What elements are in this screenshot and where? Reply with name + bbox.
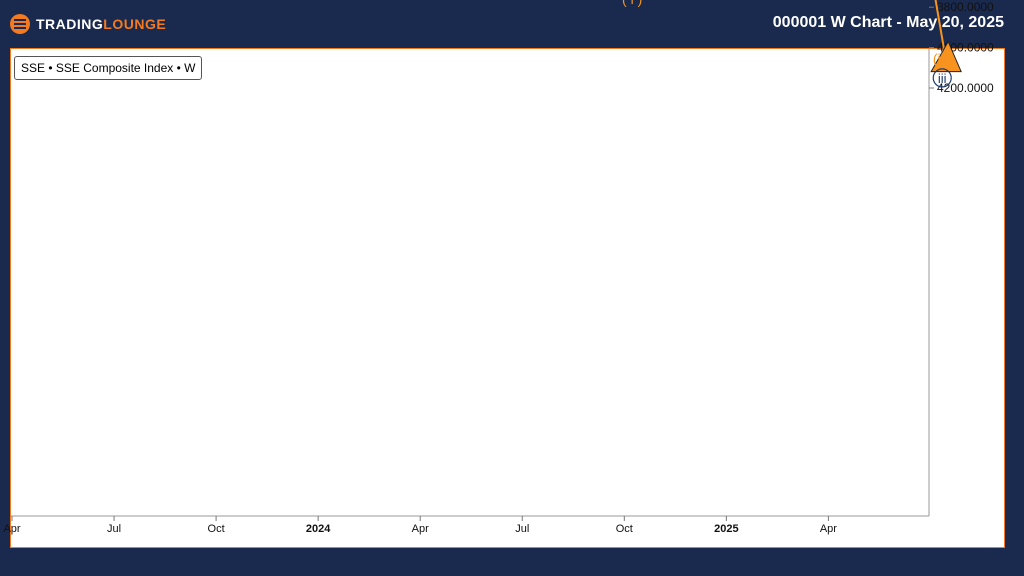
wave-label-circle xyxy=(932,68,952,88)
brand-name: TRADINGLOUNGE xyxy=(36,16,166,32)
wave-label: iii xyxy=(932,68,952,88)
x-tick-label: Oct xyxy=(616,523,633,535)
chart-frame xyxy=(10,48,1005,548)
projection-arrow-head xyxy=(930,40,962,73)
symbol-legend: SSE • SSE Composite Index • W xyxy=(14,56,203,80)
y-axis: 4200.00004000.00003800.00003600.00003400… xyxy=(928,0,994,516)
x-tick-label: 2024 xyxy=(306,523,331,535)
y-tick-label: 3800.0000 xyxy=(937,0,994,14)
brand-main: TRADING xyxy=(36,16,104,32)
brand-accent: LOUNGE xyxy=(103,16,167,32)
brand-logo: TRADINGLOUNGE xyxy=(10,12,166,36)
wave-label: (iii) xyxy=(933,51,952,67)
x-axis: Apr Jul Oct 2024 Apr Jul Oct 2025 Apr xyxy=(3,515,929,535)
wave-label: ( i ) xyxy=(622,0,642,7)
x-tick-label: Jul xyxy=(107,523,121,535)
tradinglounge-logo-icon xyxy=(10,14,30,34)
x-tick-label: Apr xyxy=(820,523,837,535)
header-bar: TRADINGLOUNGE 000001 W Chart - May 20, 2… xyxy=(0,0,1024,48)
x-tick-label: Oct xyxy=(208,523,225,535)
wave-label-text: ( i ) xyxy=(622,0,642,7)
x-tick-label: Jul xyxy=(515,523,529,535)
x-tick-label: Apr xyxy=(412,523,429,535)
wave-label-text: (iii) xyxy=(933,51,952,67)
projection-arrow-shaft xyxy=(934,0,948,62)
chart-title: 000001 W Chart - May 20, 2025 xyxy=(772,14,1004,31)
wave-overlay: BC(E)iii(w)(x)(y)( i )abc(ii)(iii)iii xyxy=(622,0,962,88)
wave-label-text: iii xyxy=(938,71,947,86)
x-tick-label: 2025 xyxy=(714,523,738,535)
x-tick-label: Apr xyxy=(3,523,20,535)
y-tick-label: 4200.0000 xyxy=(937,81,994,95)
